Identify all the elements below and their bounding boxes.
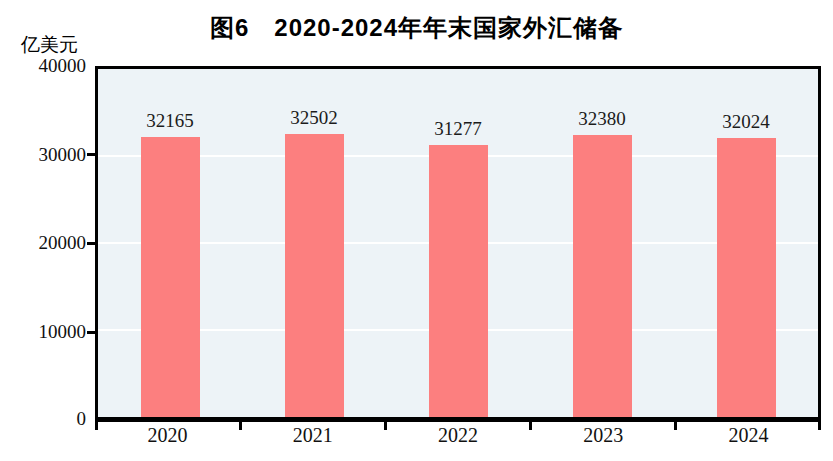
bar-2022 [429, 145, 488, 417]
bar-group-2021: 32502 [242, 69, 386, 417]
bar-2024 [717, 138, 776, 417]
bar-2020 [141, 137, 200, 417]
chart-title: 图6 2020-2024年年末国家外汇储备 [0, 12, 833, 44]
bar-group-2024: 32024 [674, 69, 818, 417]
bar-2023 [573, 135, 632, 417]
bar-value-label: 32502 [290, 107, 338, 128]
y-tick-label-0: 0 [0, 408, 86, 430]
bar-value-label: 32024 [722, 111, 770, 132]
x-tick-label-2021: 2021 [240, 424, 385, 447]
x-tick-label-2022: 2022 [385, 424, 530, 447]
y-tick-label-30000: 30000 [0, 144, 86, 166]
x-tick-label-2023: 2023 [531, 424, 676, 447]
bars-row: 32165 32502 31277 32380 32024 [98, 69, 818, 417]
bar-value-label: 32165 [146, 110, 194, 131]
bar-group-2023: 32380 [530, 69, 674, 417]
bar-value-label: 32380 [578, 108, 626, 129]
bar-group-2020: 32165 [98, 69, 242, 417]
x-axis-labels: 2020 2021 2022 2023 2024 [95, 424, 821, 447]
x-tick-label-2024: 2024 [676, 424, 821, 447]
y-tick-label-10000: 10000 [0, 321, 86, 343]
y-tick-label-20000: 20000 [0, 232, 86, 254]
forex-reserves-bar-chart-figure: 图6 2020-2024年年末国家外汇储备 亿美元 40000 30000 20… [0, 0, 833, 461]
x-tick-label-2020: 2020 [95, 424, 240, 447]
y-tick-label-40000: 40000 [0, 55, 86, 77]
bar-value-label: 31277 [434, 118, 482, 139]
bar-group-2022: 31277 [386, 69, 530, 417]
plot-area: 32165 32502 31277 32380 32024 [95, 66, 821, 422]
bar-2021 [285, 134, 344, 417]
